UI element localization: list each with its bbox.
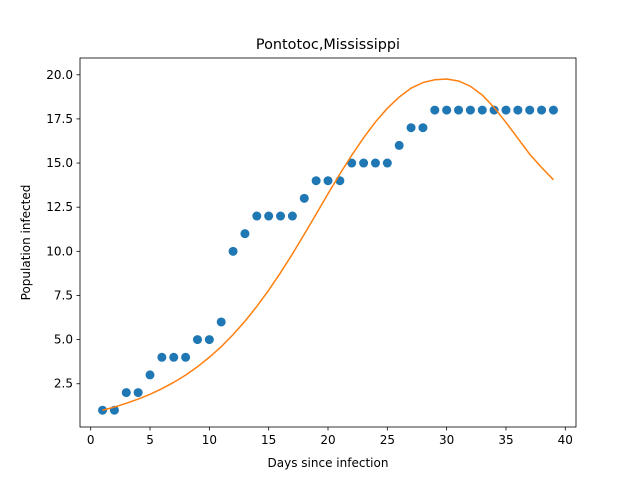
data-point xyxy=(525,105,535,115)
x-axis: 0 5 10 15 20 25 30 35 40 xyxy=(87,427,573,447)
data-point xyxy=(513,105,523,115)
data-point xyxy=(311,176,321,186)
data-point xyxy=(501,105,511,115)
data-point xyxy=(335,176,345,186)
data-point xyxy=(252,211,262,221)
data-point xyxy=(418,123,428,133)
data-point xyxy=(323,176,333,186)
data-point xyxy=(145,370,155,380)
axes-frame xyxy=(79,57,577,428)
data-point xyxy=(406,123,416,133)
data-point xyxy=(382,158,392,168)
data-point xyxy=(394,140,404,150)
y-tick-label: 17.5 xyxy=(46,112,73,126)
data-point xyxy=(548,105,558,115)
y-tick-label: 15.0 xyxy=(46,156,73,170)
x-tick-label: 25 xyxy=(380,433,395,447)
data-point xyxy=(465,105,475,115)
x-tick-label: 20 xyxy=(320,433,335,447)
plot-area xyxy=(98,78,558,415)
data-point xyxy=(537,105,547,115)
chart-title: Pontotoc,Mississippi xyxy=(256,37,400,53)
data-point xyxy=(264,211,274,221)
data-point xyxy=(133,388,143,398)
data-point xyxy=(240,229,250,239)
x-tick-label: 0 xyxy=(87,433,95,447)
y-tick-label: 7.5 xyxy=(54,288,73,302)
data-point xyxy=(287,211,297,221)
data-point xyxy=(157,352,167,362)
x-tick-label: 10 xyxy=(202,433,217,447)
data-point xyxy=(276,211,286,221)
data-point xyxy=(359,158,369,168)
data-point xyxy=(489,105,499,115)
x-axis-label: Days since infection xyxy=(268,456,389,470)
x-tick-label: 15 xyxy=(261,433,276,447)
data-point xyxy=(181,352,191,362)
data-point xyxy=(216,317,226,327)
data-point xyxy=(442,105,452,115)
y-axis: 2.5 5.0 7.5 10.0 12.5 15.0 17.5 20.0 xyxy=(46,68,80,391)
data-point xyxy=(228,246,238,256)
y-axis-label: Population infected xyxy=(19,185,33,301)
y-tick-label: 2.5 xyxy=(54,377,73,391)
data-point xyxy=(169,352,179,362)
y-tick-label: 10.0 xyxy=(46,244,73,258)
data-point xyxy=(204,335,214,345)
data-point xyxy=(121,388,131,398)
y-tick-label: 5.0 xyxy=(54,333,73,347)
x-tick-label: 40 xyxy=(558,433,573,447)
data-point xyxy=(454,105,464,115)
fitted-curve-line xyxy=(102,78,554,411)
x-tick-label: 30 xyxy=(439,433,454,447)
x-tick-label: 35 xyxy=(498,433,513,447)
y-tick-label: 20.0 xyxy=(46,68,73,82)
data-point xyxy=(430,105,440,115)
data-point xyxy=(299,193,309,203)
data-point xyxy=(192,335,202,345)
data-point xyxy=(347,158,357,168)
data-point xyxy=(477,105,487,115)
data-point xyxy=(370,158,380,168)
x-tick-label: 5 xyxy=(146,433,154,447)
y-tick-label: 12.5 xyxy=(46,200,73,214)
